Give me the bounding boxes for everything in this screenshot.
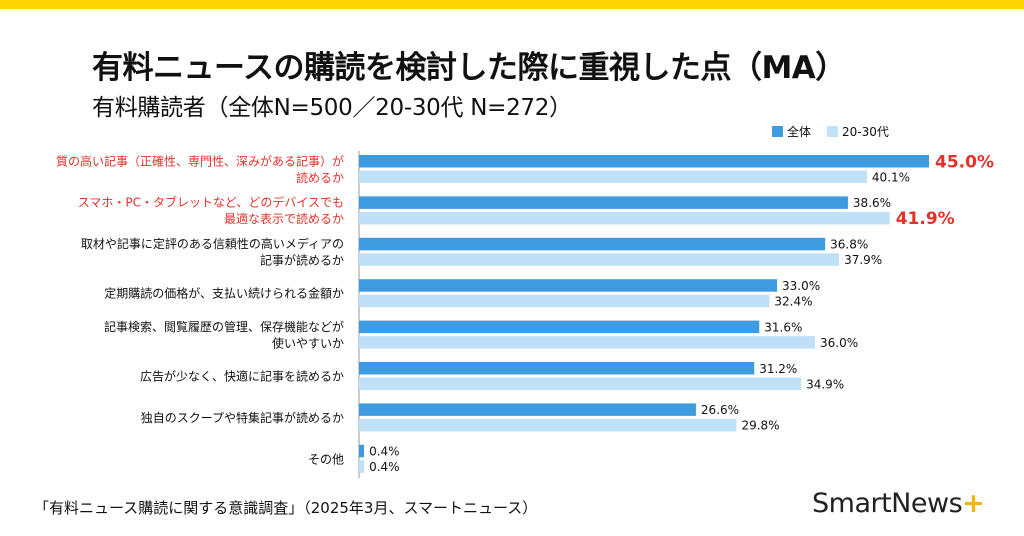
legend-item-all: 全体 <box>772 123 811 140</box>
legend-swatch-young <box>827 126 839 137</box>
category-label: 記事が読めるか <box>260 253 344 268</box>
top-accent-bar <box>0 0 1024 9</box>
bar-all <box>359 403 696 416</box>
bar-young <box>359 294 770 308</box>
data-label: 32.4% <box>774 294 812 308</box>
data-label: 45.0% <box>935 152 994 172</box>
category-label: スマホ・PC・タブレットなど、どのデバイスでも <box>78 195 344 210</box>
legend-label-all: 全体 <box>787 125 812 139</box>
category-label: 広告が少なく、快適に記事を読めるか <box>140 369 344 384</box>
data-label: 36.8% <box>830 238 868 252</box>
bar-young <box>359 211 890 225</box>
bar-young <box>359 377 802 390</box>
data-label: 41.9% <box>896 209 955 229</box>
data-label: 31.6% <box>764 320 802 334</box>
category-label: その他 <box>308 452 344 466</box>
category-label: 読めるか <box>296 170 344 185</box>
smartnews-logo: SmartNews+ <box>812 488 985 519</box>
bar-all <box>359 320 760 334</box>
legend-label-young: 20-30代 <box>842 125 889 139</box>
data-label: 0.4% <box>369 445 400 459</box>
data-label: 31.2% <box>759 362 797 376</box>
data-label: 26.6% <box>701 403 739 417</box>
data-label: 33.0% <box>782 279 820 293</box>
data-label: 0.4% <box>369 460 400 474</box>
data-label: 36.0% <box>820 336 858 350</box>
bar-young <box>359 253 840 266</box>
page-title: 有料ニュースの購読を検討した際に重視した点（MA） <box>92 50 846 86</box>
bar-all <box>359 362 755 375</box>
bar-all <box>359 237 826 251</box>
category-label: 質の高い記事（正確性、専門性、深みがある記事）が <box>56 153 344 168</box>
page-subtitle: 有料購読者（全体N=500／20-30代 N=272） <box>92 95 572 121</box>
legend-item-young: 20-30代 <box>827 123 889 140</box>
data-label: 38.6% <box>853 196 891 210</box>
category-label: 最適な表示で読めるか <box>224 211 344 226</box>
category-label: 独自のスクープや特集記事が読めるか <box>141 410 344 425</box>
logo-text: SmartNews <box>812 488 963 519</box>
source-note: 「有料ニュース購読に関する意識調査」（2025年3月、スマートニュース） <box>34 499 538 517</box>
bar-all <box>359 444 365 458</box>
chart-legend: 全体 20-30代 <box>772 123 889 140</box>
data-label: 34.9% <box>806 377 844 391</box>
bar-young <box>359 460 365 473</box>
bar-all <box>359 196 848 209</box>
bar-young <box>359 170 867 183</box>
bar-all <box>359 155 929 168</box>
data-label: 29.8% <box>741 419 779 433</box>
bar-all <box>359 279 777 292</box>
category-label: 取材や記事に定評のある信頼性の高いメディアの <box>81 236 344 251</box>
category-label: 記事検索、閲覧履歴の管理、保存機能などが <box>104 319 344 334</box>
bar-chart: 質の高い記事（正確性、専門性、深みがある記事）が読めるか 45.0% 40.1% スマ… <box>56 151 994 479</box>
data-label: 37.9% <box>844 253 882 267</box>
bar-young <box>359 336 815 349</box>
bar-young <box>359 418 737 432</box>
category-label: 定期購読の価格が、支払い続けられる金額か <box>104 286 344 301</box>
category-label: 使いやすいか <box>272 335 344 350</box>
legend-swatch-all <box>772 126 783 137</box>
data-label: 40.1% <box>872 170 910 184</box>
logo-plus-icon: + <box>962 488 985 519</box>
